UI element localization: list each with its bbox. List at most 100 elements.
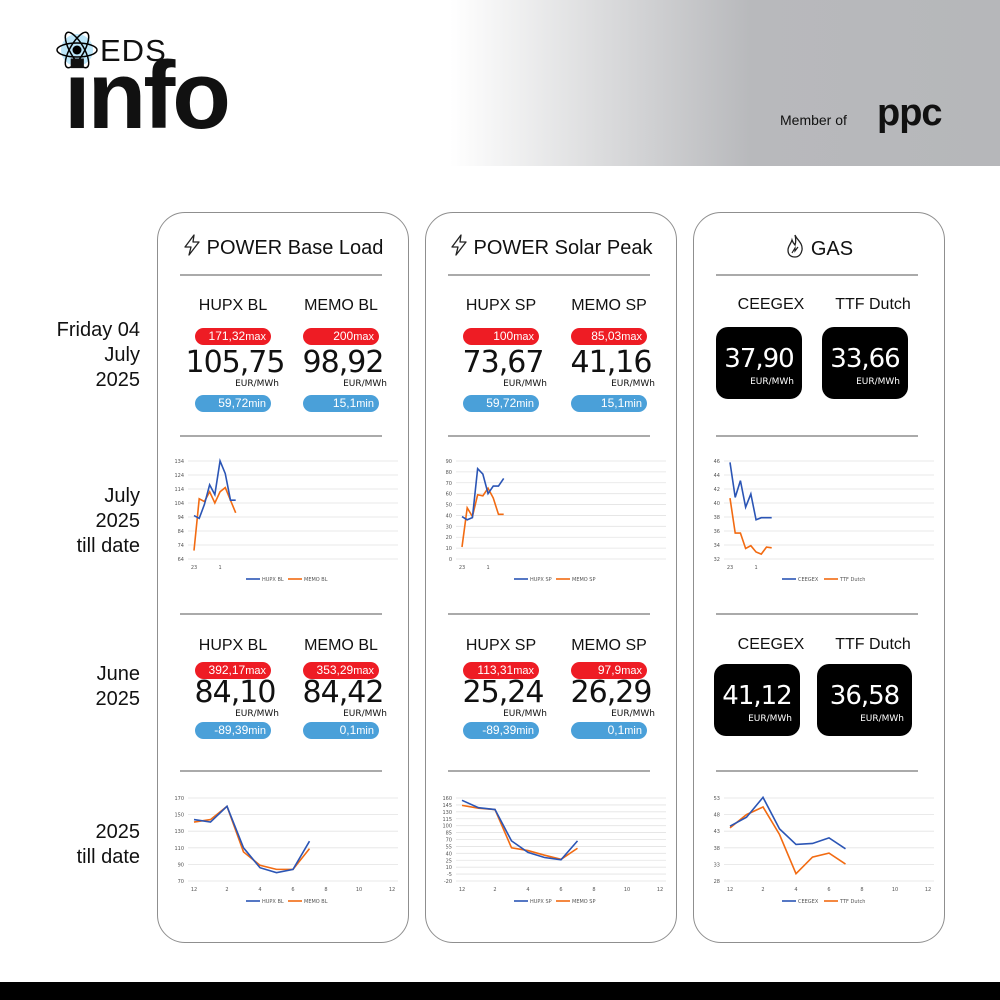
- card-title: GAS: [694, 234, 944, 264]
- y-tick-label: 25: [446, 858, 452, 864]
- y-tick-label: 70: [446, 838, 452, 844]
- bottom-bar: [0, 982, 1000, 1000]
- row-label-month-chart: July 2025 till date: [0, 484, 140, 559]
- max-badge: 100max: [463, 328, 539, 345]
- line-chart: 0 10 20 30 40 50 60 70 80 90 23 1 HUPX SP MEMO SP: [446, 459, 666, 583]
- divider: [716, 770, 918, 772]
- row-label-year-chart: 2025 till date: [0, 820, 140, 870]
- row-label-line: July: [104, 344, 140, 366]
- row-label-today: Friday 04 July 2025: [0, 318, 140, 393]
- y-tick-label: 28: [714, 879, 720, 885]
- y-tick-label: 64: [178, 557, 184, 563]
- gas-price-value: 41,12: [722, 681, 792, 711]
- price-value: 84,42: [302, 675, 385, 710]
- gas-price-value: 36,58: [829, 681, 900, 711]
- divider: [448, 770, 650, 772]
- y-tick-label: 160: [442, 796, 452, 802]
- legend-label: CEEGEX: [798, 899, 819, 905]
- max-badge: 171,32max: [195, 328, 271, 345]
- x-tick-label: 12: [389, 887, 395, 893]
- price-value: 41,16: [570, 345, 653, 380]
- y-tick-label: 170: [174, 796, 184, 802]
- max-badge: 85,03max: [571, 328, 647, 345]
- max-value: 392,17: [208, 663, 246, 677]
- min-badge: 15,1min: [571, 395, 647, 412]
- y-tick-label: 84: [178, 529, 184, 535]
- x-tick-label: 1: [218, 565, 221, 571]
- card-title-text: GAS: [810, 237, 854, 260]
- ppc-logo: ppc: [877, 92, 943, 134]
- line-chart: 70 90 110 130 150 170 12 2 4 6 8 10 12 HUPX BL MEMO BL: [174, 796, 398, 905]
- series-line-hupx-sp: [461, 799, 579, 861]
- x-tick-label: 12: [657, 887, 663, 893]
- min-badge: 0,1min: [571, 722, 647, 739]
- price-unit: EUR/MWh: [750, 377, 794, 387]
- line-chart: 28 33 38 43 48 53 12 2 4 6 8 10 12 CEEGEX TTF Dutch: [714, 795, 934, 905]
- legend-label: MEMO SP: [572, 899, 596, 905]
- y-tick-label: 42: [714, 487, 720, 493]
- min-value: 0,1: [607, 723, 625, 737]
- max-label: max: [245, 331, 266, 343]
- legend-label: MEMO BL: [304, 899, 328, 905]
- gas-price-box: 37,90 EUR/MWh: [716, 327, 802, 399]
- series-line-hupx-bl: [193, 804, 311, 874]
- min-badge: 0,1min: [303, 722, 379, 739]
- y-tick-label: 70: [178, 879, 184, 885]
- divider: [716, 274, 918, 276]
- price-value: 84,10: [194, 675, 277, 710]
- x-tick-label: 12: [727, 887, 733, 893]
- y-tick-label: 38: [714, 846, 720, 852]
- y-tick-label: 55: [446, 844, 452, 850]
- price-unit: EUR/MWh: [343, 709, 387, 719]
- x-tick-label: 12: [925, 887, 931, 893]
- header-banner: EDS info Member of ppc: [0, 0, 1000, 166]
- member-of-label: Member of: [780, 112, 847, 128]
- price-unit: EUR/MWh: [860, 714, 904, 724]
- line-chart: 64 74 84 94 104 114 124 134 23 1 HUPX BL MEMO BL: [174, 458, 398, 583]
- y-tick-label: 38: [714, 515, 720, 521]
- x-tick-label: 1: [754, 565, 757, 571]
- min-value: 15,1: [600, 396, 625, 410]
- legend-label: TTF Dutch: [839, 577, 865, 583]
- card-gas: GAS CEEGEX 37,90 EUR/MWh TTF Dutch 33,66 EUR/M…: [693, 212, 945, 943]
- row-label-line: July: [104, 485, 140, 507]
- gas-price-value: 37,90: [724, 344, 794, 374]
- x-tick-label: 4: [526, 887, 529, 893]
- x-tick-label: 4: [794, 887, 797, 893]
- x-tick-label: 23: [459, 565, 465, 571]
- divider: [448, 613, 650, 615]
- price-unit: EUR/MWh: [235, 709, 279, 719]
- y-tick-label: 34: [714, 543, 720, 549]
- x-tick-label: 2: [493, 887, 496, 893]
- max-label: max: [513, 665, 534, 677]
- max-value: 85,03: [591, 329, 622, 343]
- divider: [180, 613, 382, 615]
- y-tick-label: 114: [174, 487, 184, 493]
- divider: [716, 613, 918, 615]
- min-label: min: [516, 725, 534, 737]
- instrument-name: CEEGEX: [737, 636, 805, 653]
- y-tick-label: -5: [447, 872, 452, 878]
- x-tick-label: 6: [291, 887, 294, 893]
- y-tick-label: 94: [178, 515, 184, 521]
- legend-label: HUPX SP: [530, 899, 552, 905]
- price-unit: EUR/MWh: [343, 379, 387, 389]
- y-tick-label: 74: [178, 543, 184, 549]
- instrument-name: HUPX SP: [465, 637, 537, 654]
- series-line-ceegex: [729, 462, 772, 521]
- line-chart: 32 34 36 38 40 42 44 46 23 1 CEEGEX TTF Dutch: [714, 459, 934, 583]
- max-value: 200: [333, 329, 354, 343]
- max-value: 100: [493, 329, 514, 343]
- y-tick-label: 104: [174, 501, 184, 507]
- max-label: max: [245, 665, 266, 677]
- min-label: min: [516, 398, 534, 410]
- divider: [180, 770, 382, 772]
- price-unit: EUR/MWh: [748, 714, 792, 724]
- legend-label: MEMO SP: [572, 577, 596, 583]
- y-tick-label: 53: [714, 796, 720, 802]
- card-title: POWER Base Load: [158, 234, 408, 262]
- divider: [716, 435, 918, 437]
- card-solar-peak: POWER Solar Peak HUPX SP 100max 73,67 EUR/MW…: [425, 212, 677, 943]
- instrument-name: MEMO SP: [571, 637, 647, 654]
- price-value: 98,92: [302, 345, 385, 380]
